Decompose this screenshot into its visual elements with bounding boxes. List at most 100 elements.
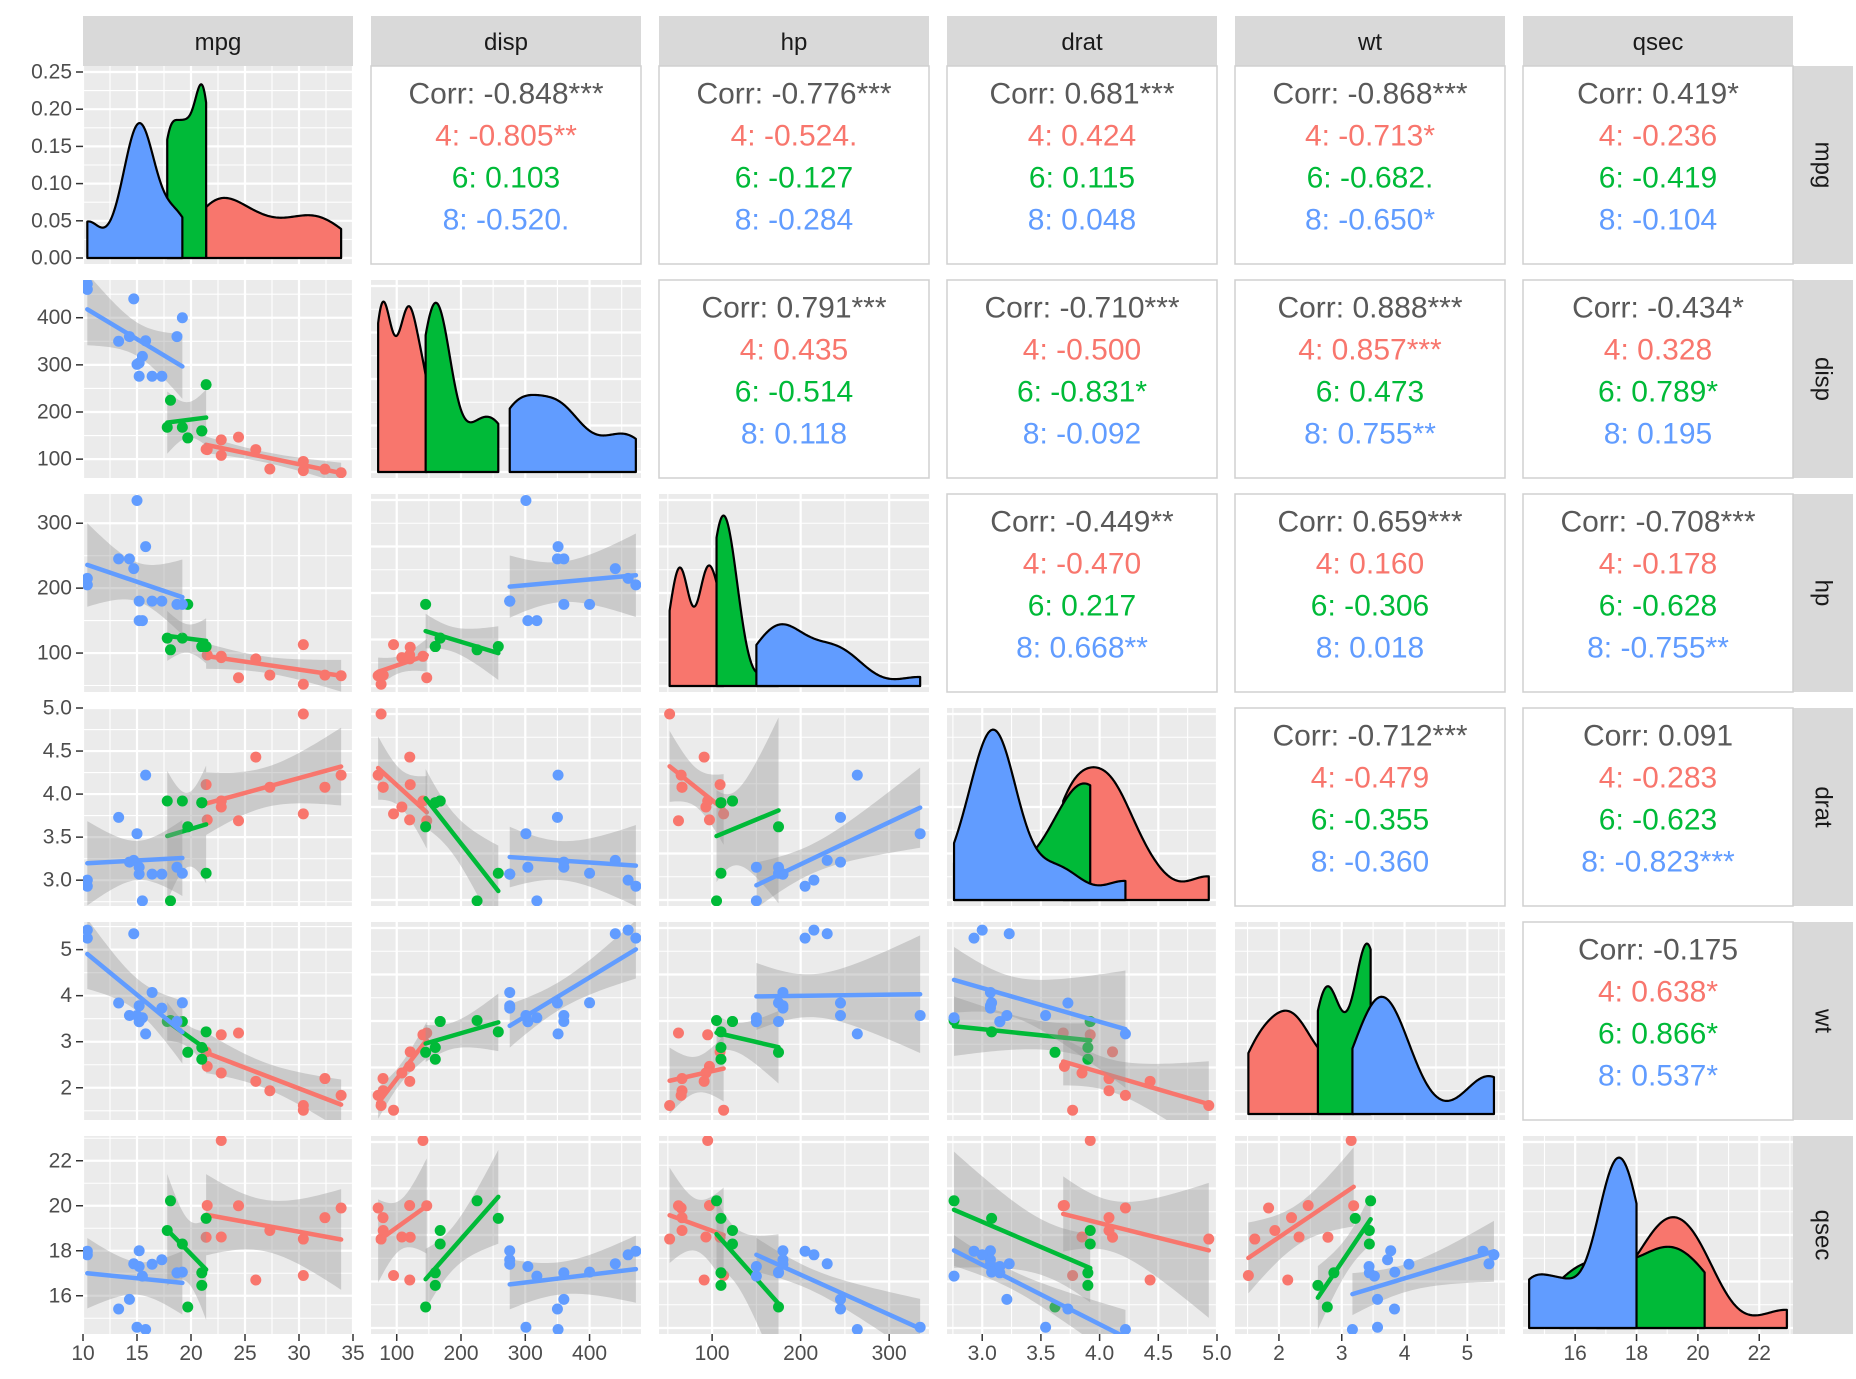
y-tick-label: 3.5 xyxy=(43,826,72,849)
corr-overall: Corr: 0.419* xyxy=(1577,78,1739,111)
point-cyl-4 xyxy=(335,1202,347,1214)
point-cyl-6 xyxy=(434,1015,446,1027)
point-cyl-8 xyxy=(948,1270,960,1282)
point-cyl-8 xyxy=(113,1303,125,1315)
point-cyl-8 xyxy=(131,828,143,840)
point-cyl-6 xyxy=(434,1238,446,1250)
point-cyl-8 xyxy=(584,867,596,879)
corr-panel-border xyxy=(1234,65,1506,265)
point-cyl-8 xyxy=(522,861,534,873)
point-cyl-8 xyxy=(808,874,820,886)
point-cyl-4 xyxy=(698,1075,710,1087)
point-cyl-6 xyxy=(176,795,188,807)
ci-band-cyl-8 xyxy=(954,1235,1126,1334)
point-cyl-8 xyxy=(1040,1321,1052,1333)
point-cyl-4 xyxy=(1103,1085,1115,1097)
point-cyl-6 xyxy=(164,895,176,906)
point-cyl-4 xyxy=(700,1231,712,1243)
point-cyl-8 xyxy=(851,1324,863,1334)
point-cyl-8 xyxy=(584,598,596,610)
point-cyl-4 xyxy=(702,1136,714,1146)
density-mpg-cyl-4 xyxy=(205,196,343,260)
corr-panel-border xyxy=(1522,707,1794,907)
point-cyl-8 xyxy=(136,895,148,906)
corr-overall: Corr: -0.434* xyxy=(1572,292,1744,325)
x-tick-label: 300 xyxy=(872,1342,907,1365)
strip-row-label-wt: wt xyxy=(1810,1008,1837,1033)
y-tick-label: 0.00 xyxy=(31,247,72,270)
density-hp-cyl-4 xyxy=(668,564,725,688)
panel-hp-wt: Corr: 0.659*** 4: 0.160 6: -0.306 8: 0.018 xyxy=(1234,493,1506,693)
panel-qsec-hp xyxy=(659,1136,929,1334)
fit-line-cyl-6 xyxy=(164,1227,209,1272)
point-cyl-4 xyxy=(404,814,416,826)
corr-cyl-4: 4: -0.236 xyxy=(1599,120,1717,153)
y-tick-label: 100 xyxy=(37,448,72,471)
corr-cyl-6: 6: -0.628 xyxy=(1599,590,1717,623)
fit-line-cyl-8 xyxy=(507,947,639,1029)
ci-band-cyl-4 xyxy=(1063,1037,1209,1120)
strip-row-disp xyxy=(1793,280,1853,478)
point-cyl-8 xyxy=(146,1258,158,1270)
point-cyl-4 xyxy=(1107,1046,1119,1058)
fit-line-cyl-8 xyxy=(754,1252,923,1331)
ci-band-cyl-8 xyxy=(954,946,1126,1088)
corr-cyl-6: 6: -0.419 xyxy=(1599,162,1717,195)
point-cyl-6 xyxy=(715,1279,727,1291)
point-cyl-4 xyxy=(1302,1200,1314,1212)
point-cyl-6 xyxy=(164,644,176,656)
corr-cyl-4: 4: 0.328 xyxy=(1604,334,1712,367)
point-cyl-8 xyxy=(128,293,140,305)
fit-line-cyl-6 xyxy=(714,808,781,839)
corr-cyl-4: 4: -0.524. xyxy=(731,120,858,153)
point-cyl-8 xyxy=(914,828,926,840)
point-cyl-4 xyxy=(297,639,309,651)
point-cyl-6 xyxy=(773,1046,785,1058)
point-cyl-8 xyxy=(156,1254,168,1266)
point-cyl-8 xyxy=(128,928,140,940)
point-cyl-8 xyxy=(976,924,988,936)
point-cyl-8 xyxy=(83,1249,93,1261)
panel-drat-drat xyxy=(947,708,1219,906)
point-cyl-6 xyxy=(161,795,173,807)
strip-row-label-hp: hp xyxy=(1810,580,1837,607)
point-cyl-8 xyxy=(1003,1258,1015,1270)
strip-col-label-wt: wt xyxy=(1357,29,1382,56)
x-tick-label: 16 xyxy=(1563,1342,1586,1365)
point-cyl-4 xyxy=(698,751,710,763)
point-cyl-8 xyxy=(520,828,532,840)
point-cyl-8 xyxy=(777,1245,789,1257)
x-tick-label: 100 xyxy=(695,1342,730,1365)
corr-cyl-8: 8: -0.104 xyxy=(1599,204,1717,237)
point-cyl-4 xyxy=(233,431,245,443)
fit-line-cyl-8 xyxy=(754,805,923,888)
corr-panel-border xyxy=(1522,493,1794,693)
point-cyl-6 xyxy=(182,1301,194,1313)
point-cyl-8 xyxy=(1001,1293,1013,1305)
corr-cyl-6: 6: 0.103 xyxy=(452,162,560,195)
point-cyl-4 xyxy=(1322,1231,1334,1243)
corr-panel-border xyxy=(658,279,930,479)
corr-cyl-6: 6: 0.115 xyxy=(1029,162,1135,195)
fit-line-cyl-4 xyxy=(203,442,344,476)
ci-band-cyl-8 xyxy=(509,1235,636,1310)
scatter-layer xyxy=(83,922,347,1120)
point-cyl-4 xyxy=(664,1100,676,1111)
point-cyl-8 xyxy=(773,1266,785,1278)
point-cyl-8 xyxy=(984,1245,996,1257)
point-cyl-8 xyxy=(1372,1293,1384,1305)
point-cyl-8 xyxy=(851,1028,863,1040)
scatter-layer xyxy=(83,708,347,906)
panel-mpg-drat: Corr: 0.681*** 4: 0.424 6: 0.115 8: 0.048 xyxy=(946,65,1218,265)
point-cyl-8 xyxy=(176,867,188,879)
panel-qsec-mpg xyxy=(81,1136,355,1334)
fit-line-cyl-4 xyxy=(1246,1184,1356,1261)
fit-line-cyl-8 xyxy=(507,854,639,868)
point-cyl-8 xyxy=(83,932,93,944)
point-cyl-8 xyxy=(750,1261,762,1272)
point-cyl-8 xyxy=(176,1266,188,1278)
point-cyl-6 xyxy=(492,867,504,879)
point-cyl-8 xyxy=(834,1009,846,1021)
point-cyl-6 xyxy=(711,1015,723,1027)
